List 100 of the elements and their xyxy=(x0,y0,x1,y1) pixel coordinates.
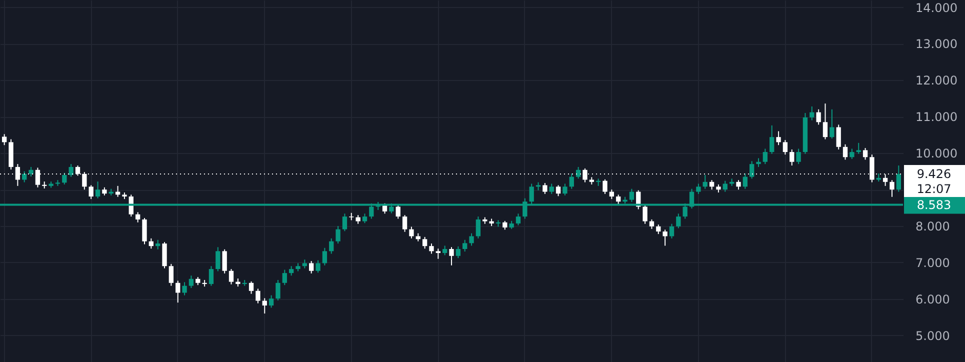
candlestick xyxy=(182,282,187,296)
candlestick xyxy=(596,178,601,186)
candlestick xyxy=(896,165,901,192)
candlestick xyxy=(709,180,714,190)
candlestick xyxy=(316,260,320,274)
candlestick xyxy=(542,182,548,194)
ref-line-label: 9.426 xyxy=(916,167,952,182)
candlestick xyxy=(556,184,561,197)
y-tick-label: 5.000 xyxy=(916,328,950,343)
candlestick xyxy=(162,242,167,269)
candlestick xyxy=(456,246,461,259)
candlestick xyxy=(176,280,180,304)
candlestick xyxy=(462,239,468,252)
candlestick xyxy=(862,148,868,160)
candlestick xyxy=(836,124,841,150)
candlestick xyxy=(436,248,440,260)
candlestick xyxy=(649,218,654,230)
candlestick xyxy=(142,218,147,245)
candlestick xyxy=(662,229,668,246)
text: 12:07 xyxy=(916,182,952,196)
candlestick xyxy=(776,130,781,146)
candlestick xyxy=(669,223,674,239)
candlestick xyxy=(168,263,174,286)
candlestick xyxy=(422,236,428,250)
y-tick-label: 11.000 xyxy=(916,110,958,124)
y-tick-label: 10.000 xyxy=(916,146,958,161)
candlestick xyxy=(276,279,280,301)
candlestick xyxy=(222,248,227,274)
candlestick xyxy=(2,134,7,146)
candlestick xyxy=(216,246,220,272)
candlestick xyxy=(796,148,801,165)
candlestick xyxy=(156,239,160,250)
candlestick xyxy=(676,213,681,229)
candlestick xyxy=(742,173,748,190)
candlestick xyxy=(68,164,74,178)
candlestick xyxy=(228,268,234,285)
candlestick xyxy=(616,194,621,205)
candlestick xyxy=(95,181,100,199)
candlestick xyxy=(476,216,481,239)
candlestick xyxy=(248,280,254,294)
y-tick-label: 13.000 xyxy=(916,37,958,52)
y-tick-label: 7.000 xyxy=(916,256,950,270)
candlestick xyxy=(496,220,501,228)
candlestick xyxy=(442,245,448,256)
candlestick xyxy=(396,204,400,220)
candlestick xyxy=(749,160,754,180)
candlestick xyxy=(830,108,834,140)
candlestick xyxy=(882,174,888,186)
candlestick xyxy=(28,166,34,177)
candlestick xyxy=(336,226,340,244)
candlestick xyxy=(549,183,554,194)
candlestick xyxy=(135,212,140,223)
candlestick xyxy=(822,103,828,140)
candlestick xyxy=(188,275,194,288)
candlestick xyxy=(268,294,274,308)
candlestick xyxy=(722,180,728,192)
candlestick xyxy=(262,298,267,314)
candlestick xyxy=(770,124,774,154)
candlestick xyxy=(309,260,314,274)
candlestick xyxy=(322,247,328,266)
candlestick xyxy=(642,204,648,224)
candlestick xyxy=(208,266,214,286)
candlestick xyxy=(256,288,260,304)
y-tick-label: 8.000 xyxy=(916,220,950,234)
candlestick xyxy=(282,269,287,286)
candlestick xyxy=(816,108,821,126)
candlestick xyxy=(602,178,608,194)
y-tick-label: 14.000 xyxy=(916,0,958,15)
candlestick xyxy=(88,184,94,200)
candlestick xyxy=(429,243,434,254)
candlestick xyxy=(890,180,894,198)
candlestick xyxy=(736,180,741,190)
ref-line-label: 8.583 xyxy=(916,198,952,212)
candlestick xyxy=(342,213,348,232)
candlestick xyxy=(409,226,414,239)
y-tick-label: 12.000 xyxy=(916,74,958,88)
candlestick xyxy=(449,246,454,266)
candlestick xyxy=(762,148,768,165)
candlestick xyxy=(810,106,814,121)
candlestick xyxy=(790,148,794,166)
candlestick xyxy=(288,266,294,276)
candlestick xyxy=(656,224,661,235)
candlestick xyxy=(362,213,368,224)
candlestick xyxy=(148,238,154,250)
candlestick xyxy=(569,173,574,190)
candlestick xyxy=(609,189,614,200)
candlestick xyxy=(856,142,861,154)
candlestick xyxy=(850,148,854,160)
candlestick xyxy=(842,144,848,160)
candlestick xyxy=(576,166,581,180)
candlestick xyxy=(469,232,474,246)
candlestick xyxy=(329,238,334,254)
candlestick xyxy=(702,174,708,190)
candlestick xyxy=(629,188,634,202)
candlestick xyxy=(782,139,788,156)
candlestick xyxy=(62,172,67,185)
candlestick xyxy=(382,202,388,214)
candlestick xyxy=(696,183,701,194)
candlestick xyxy=(562,183,568,196)
candlestick xyxy=(516,213,521,226)
